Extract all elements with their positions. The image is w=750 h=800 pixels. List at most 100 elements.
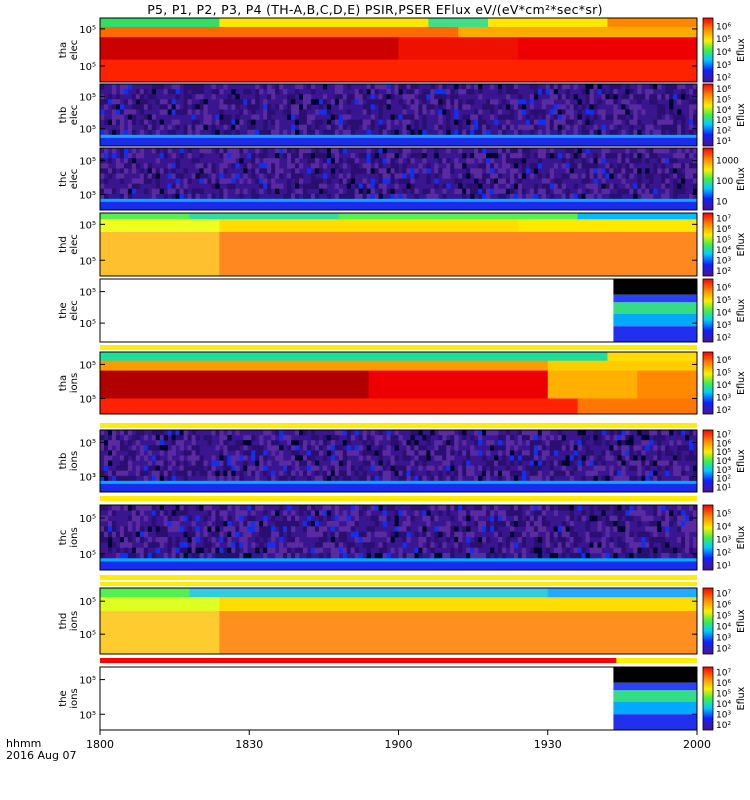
- panel-thb-ions-noise-cell: [398, 470, 403, 477]
- panel-thb-ions-noise-cell: [115, 465, 121, 471]
- panel-thc-ions-noise-cell: [537, 526, 543, 532]
- panel-thc-ions-noise-cell: [446, 510, 451, 516]
- panel-thb-ions-noise-cell: [243, 465, 248, 471]
- panel-thb-elec-noise-cell: [517, 124, 523, 131]
- panel-thc-elec-noise-cell: [111, 188, 117, 195]
- panel-thc-ions-noise-cell: [287, 536, 292, 543]
- panel-thc-ions-noise-cell: [565, 526, 570, 532]
- panel-thb-elec-noise-cell: [498, 104, 503, 110]
- panel-thc-ions-noise-cell: [398, 526, 403, 532]
- panel-thb-ions-noise-cell: [346, 465, 352, 471]
- panel-thc-elec-noise-cell: [199, 163, 204, 169]
- panel-thc-elec-noise-cell: [295, 168, 300, 174]
- panel-thb-ions-noise-cell: [482, 455, 487, 461]
- panel-thc-elec-noise-cell: [505, 178, 511, 184]
- panel-thc-elec-noise-cell: [167, 148, 172, 154]
- panel-thc-ions-noise-cell: [625, 505, 630, 511]
- panel-thb-elec-noise-cell: [119, 129, 125, 136]
- separator-bar: [100, 582, 697, 586]
- panel-thc-elec-noise-cell: [179, 173, 184, 179]
- panel-thc-elec-noise-cell: [585, 188, 590, 195]
- panel-thb-ions-noise-cell: [517, 460, 523, 466]
- panel-thb-ions-noise-cell: [657, 455, 662, 461]
- panel-thb-elec-noise-cell: [306, 104, 312, 110]
- separator-bar: [100, 496, 697, 501]
- panel-thb-ions-noise-cell: [231, 470, 236, 477]
- panel-thc-ions-noise-cell: [314, 526, 320, 532]
- panel-thc-ions-noise-cell: [171, 526, 176, 532]
- panel-thc-elec-noise-cell: [334, 148, 340, 154]
- panel-thb-elec-noise-cell: [633, 109, 638, 115]
- panel-thc-ions-noise-cell: [251, 526, 256, 532]
- panel-thc-ions-noise-cell: [482, 520, 487, 527]
- panel-thb-ions-noise-cell: [255, 470, 260, 477]
- panel-thc-elec-noise-cell: [227, 158, 232, 164]
- panel-thc-elec-noise-cell: [693, 183, 698, 189]
- panel-the-ions-colorbar-title: Eflux: [736, 686, 747, 710]
- panel-tha-elec-colorbar: [702, 17, 714, 83]
- panel-thc-ions-noise-cell: [203, 515, 208, 522]
- panel-thc-ions-noise-cell: [199, 552, 204, 559]
- panel-thb-ions-noise-cell: [147, 450, 153, 456]
- panel-thc-ions-noise-cell: [306, 515, 312, 522]
- panel-thb-ions-noise-cell: [669, 460, 674, 466]
- panel-thb-elec-noise-cell: [302, 94, 308, 100]
- panel-thb-ions-colorbar-tick-label: 10²: [716, 475, 731, 485]
- panel-thb-elec-noise-cell: [637, 89, 642, 95]
- panel-thc-ions-noise-cell: [653, 536, 658, 543]
- panel-thb-ions-noise-cell: [123, 475, 129, 482]
- panel-thb-elec-noise-cell: [645, 94, 650, 100]
- panel-thc-ions-noise-cell: [310, 510, 316, 516]
- panel-thb-ions-noise-cell: [191, 460, 196, 466]
- separator-bar: [100, 345, 697, 350]
- panel-thc-elec-noise-cell: [625, 168, 630, 174]
- panel-thc-ions-noise-cell: [227, 542, 232, 548]
- panel-thb-ions-noise-cell: [470, 435, 475, 441]
- panel-thc-elec-noise-cell: [486, 163, 491, 169]
- panel-thb-ions-noise-cell: [517, 455, 523, 461]
- panel-thc-elec-noise-cell: [139, 173, 145, 179]
- panel-thc-ions-noise-cell: [422, 536, 427, 543]
- panel-thd-ions-cell: [189, 588, 549, 598]
- panel-thd-ions-frame: [99, 587, 698, 655]
- panel-thb-ions-noise-cell: [498, 440, 503, 446]
- panel-thc-elec-noise-cell: [111, 148, 117, 154]
- panel-thb-elec-noise-cell: [203, 119, 208, 125]
- panel-thc-elec-noise-cell: [533, 188, 539, 195]
- panel-thb-elec-noise-cell: [259, 89, 264, 95]
- panel-thc-elec-noise-cell: [537, 188, 543, 195]
- panel-thb-elec-noise-cell: [195, 104, 200, 110]
- panel-thc-ions-noise-cell: [418, 552, 423, 559]
- panel-thb-ions-noise-cell: [501, 460, 507, 466]
- panel-thc-ions-noise-cell: [350, 542, 356, 548]
- panel-thc-ions-noise-cell: [271, 515, 276, 522]
- panel-thc-ions-noise-cell: [577, 547, 582, 554]
- panel-thb-elec-noise-cell: [314, 99, 320, 105]
- panel-thc-ions-noise-cell: [645, 531, 650, 538]
- panel-thc-ions-noise-cell: [422, 531, 427, 538]
- panel-thc-elec-noise-cell: [338, 173, 344, 179]
- panel-tha-elec-colorbar-tick-label: 10²: [716, 74, 731, 84]
- panel-thb-ions-noise-cell: [402, 465, 407, 471]
- panel-thb-elec-noise-cell: [251, 129, 256, 136]
- panel-thb-ions-noise-cell: [243, 460, 248, 466]
- panel-thb-elec-noise-cell: [545, 99, 551, 105]
- panel-thc-elec-noise-cell: [247, 178, 252, 184]
- panel-thb-ions-noise-cell: [215, 470, 220, 477]
- panel-thb-ions-noise-cell: [434, 450, 439, 456]
- panel-thb-elec-noise-cell: [565, 84, 570, 90]
- panel-thc-ions-noise-cell: [235, 510, 240, 516]
- panel-thc-ions-noise-cell: [251, 510, 256, 516]
- panel-thc-ions-noise-cell: [621, 510, 626, 516]
- panel-thb-elec-noise-cell: [533, 89, 539, 95]
- panel-thc-ions-noise-cell: [593, 515, 598, 522]
- panel-thb-elec-noise-cell: [330, 114, 336, 120]
- panel-thc-ions-noise-cell: [589, 510, 594, 516]
- panel-the-elec-colorbar-title: Eflux: [736, 298, 747, 322]
- panel-thc-ions-noise-cell: [334, 510, 340, 516]
- panel-thc-ions-noise-cell: [271, 526, 276, 532]
- panel-thb-ions-noise-cell: [466, 460, 471, 466]
- panel-thb-ions-noise-cell: [179, 445, 184, 451]
- panel-thb-ions-noise-cell: [501, 435, 507, 441]
- panel-thb-elec-noise-cell: [295, 104, 300, 110]
